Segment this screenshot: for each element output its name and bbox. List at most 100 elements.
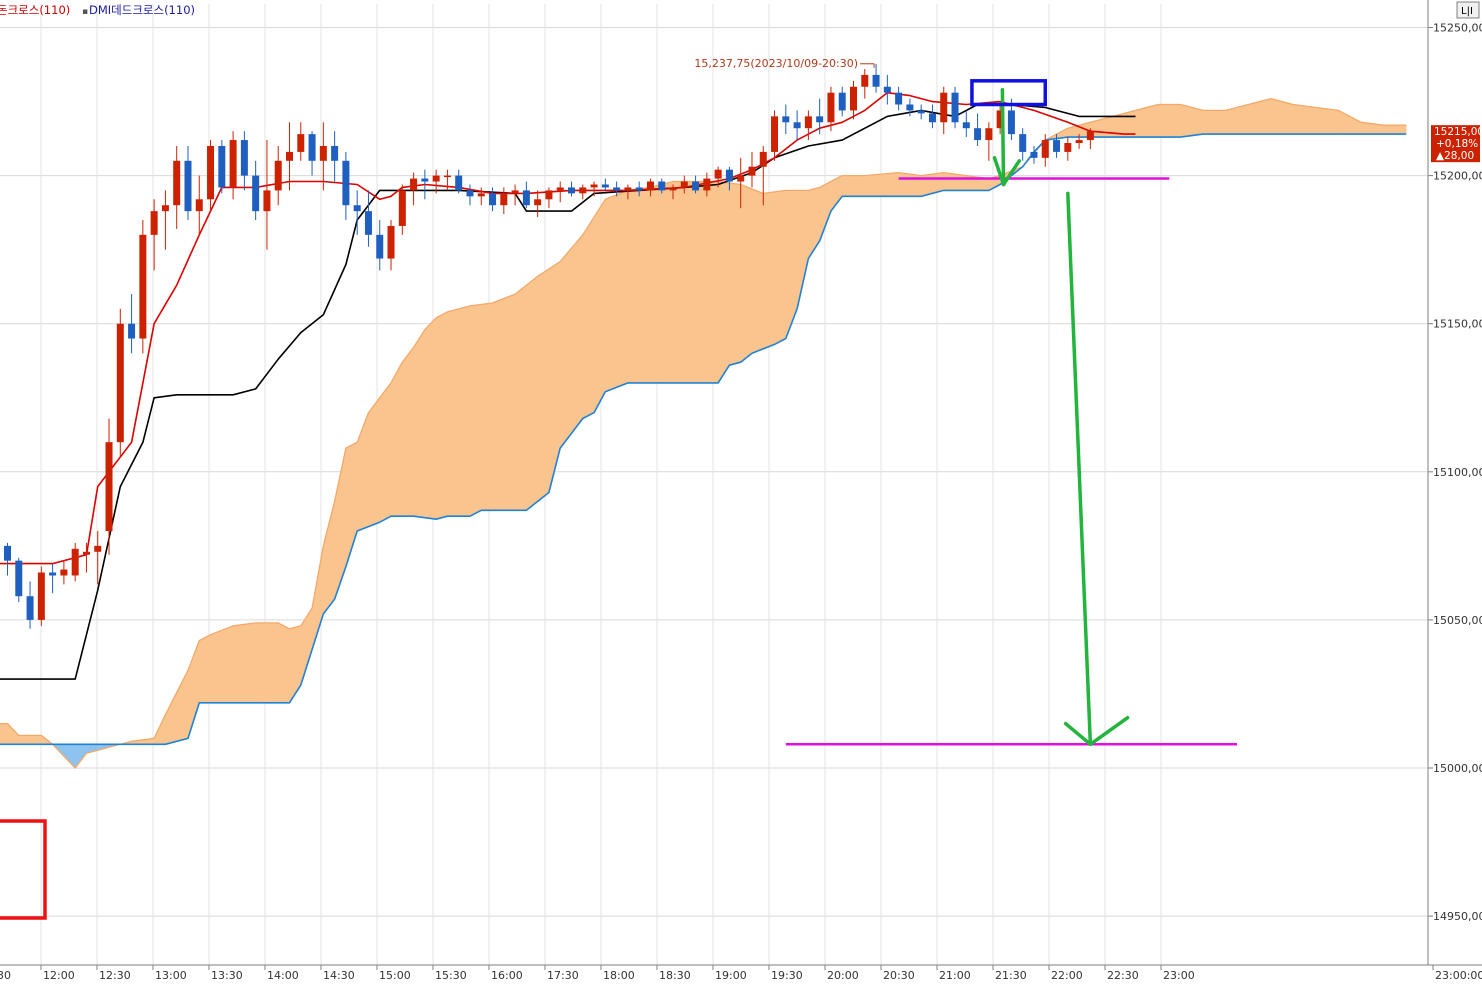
cloud-segment [793, 190, 798, 317]
cloud-segment [884, 173, 888, 197]
candle [511, 184, 519, 206]
candle-body [816, 116, 824, 123]
cloud-segment [1202, 110, 1207, 135]
candle-body [703, 178, 711, 191]
candle-body [861, 74, 869, 87]
cloud-segment [382, 389, 386, 522]
cloud-segment [246, 623, 251, 704]
candle-body [579, 187, 587, 194]
cloud-segment [170, 697, 175, 744]
cloud-segment [700, 181, 705, 384]
cloud-segment [695, 181, 699, 384]
cloud-segment [506, 295, 510, 511]
cloud-segment [393, 372, 397, 517]
candle-body [353, 205, 361, 212]
cloud-segment [1219, 110, 1224, 135]
current-price-badge: 15215,00+0,18%▲28,00 [1431, 125, 1482, 163]
cloud-segment [461, 307, 465, 517]
cloud-segment [1098, 118, 1102, 138]
cloud-segment [210, 633, 214, 704]
candle-body [1019, 134, 1027, 152]
candle-body [161, 205, 169, 212]
cloud-segment [1163, 104, 1167, 138]
legend-item-golden-cross[interactable]: 돈크로스(110) [0, 3, 70, 17]
candle [240, 131, 248, 191]
cloud-segment [602, 198, 606, 398]
y-tick-label: 14950,00 [1433, 910, 1482, 923]
cloud-segment [1295, 104, 1300, 135]
candle [263, 140, 271, 250]
candle-body [759, 151, 767, 167]
view-toggle-bg[interactable] [1456, 1, 1480, 19]
candle [37, 566, 45, 626]
cloud-segment [1070, 126, 1074, 138]
cloud-segment [540, 272, 544, 500]
arrow-head-right [1088, 715, 1130, 747]
candle [105, 418, 113, 555]
cloud-segment [292, 626, 296, 700]
cloud-segment [887, 173, 891, 197]
candle [782, 104, 790, 135]
legend-item-dmi-dead-cross[interactable]: DMI데드크로스(110) [89, 3, 195, 17]
cloud-segment [813, 187, 818, 251]
cloud-segment [1214, 110, 1218, 135]
cloud-segment [1129, 110, 1133, 138]
cloud-segment [650, 186, 654, 384]
cloud-segment [348, 444, 352, 558]
view-toggle-button[interactable]: L|I [1456, 1, 1480, 19]
cloud-segment [1200, 109, 1204, 135]
cloud-segment [853, 175, 857, 197]
cloud-segment [559, 257, 564, 449]
cloud-segment [692, 181, 696, 384]
cloud-segment [196, 640, 200, 712]
arrow-head-right [1001, 159, 1022, 187]
candle-body [545, 190, 553, 200]
cloud-segment [1188, 106, 1193, 137]
cloud-segment [562, 254, 567, 446]
candle [669, 184, 677, 200]
cloud-segment [796, 190, 801, 309]
cloud-segment [1143, 107, 1148, 138]
cloud-segment [1346, 114, 1351, 135]
cloud-segment [644, 187, 648, 384]
cloud-segment [712, 181, 716, 384]
cloud-segment [669, 181, 674, 384]
cloud-segment [207, 634, 211, 704]
candle-body [37, 572, 45, 620]
cloud-segment [723, 181, 727, 376]
cloud-segment [1276, 99, 1280, 135]
cloud-segment [808, 189, 812, 260]
cloud-segment [342, 448, 347, 575]
candle-body [534, 199, 542, 206]
cloud-segment [1248, 103, 1252, 135]
cloud-segment [571, 244, 575, 435]
candle [613, 181, 621, 197]
leading-span-a-line [0, 97, 1407, 769]
candle [861, 68, 869, 99]
cloud-segment [675, 181, 679, 384]
cloud-segment [464, 306, 468, 517]
cloud-segment [407, 350, 412, 517]
cloud-segment [339, 461, 344, 583]
x-tick-label: 19:00 [715, 969, 747, 982]
cloud-segment [582, 229, 586, 419]
candle [996, 101, 1004, 135]
x-tick-label: 16:00 [491, 969, 523, 982]
cloud-segment [903, 173, 908, 197]
cloud-segment [901, 172, 905, 197]
cloud-segment [1293, 104, 1297, 135]
view-toggle-label[interactable]: L|I [1461, 6, 1473, 17]
candle [703, 172, 711, 197]
x-tick-label: 19:30 [771, 969, 803, 982]
candle [759, 145, 767, 206]
candle [342, 151, 350, 221]
cloud-segment [661, 183, 665, 384]
cloud-segment [1304, 105, 1308, 135]
cloud-segment [706, 181, 710, 384]
cloud-segment [435, 315, 440, 520]
cloud-segment [579, 234, 584, 424]
x-tick-label: 15:00 [379, 969, 411, 982]
cloud-segment [179, 681, 183, 741]
cloud-segment [734, 183, 739, 365]
